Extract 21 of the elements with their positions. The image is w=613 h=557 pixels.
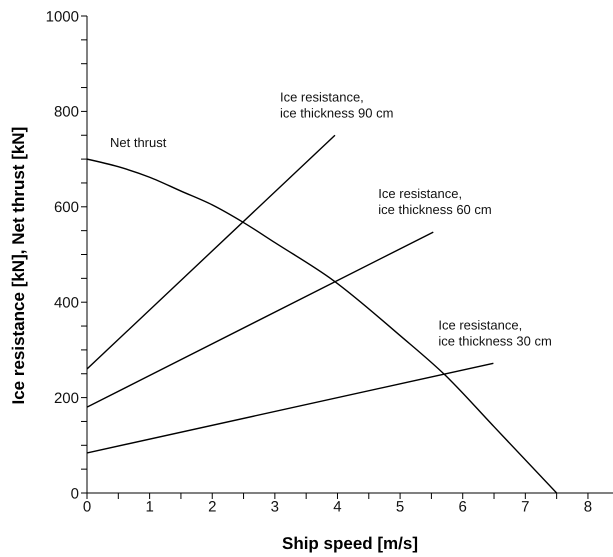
series-label: Net thrust (110, 135, 167, 150)
y-tick-label: 1000 (46, 8, 79, 26)
y-tick-label: 800 (54, 104, 79, 121)
text: Ice resistance, ice thickness 30 cm (438, 317, 552, 348)
x-tick-label: 0 (82, 498, 92, 516)
x-tick-label: 5 (396, 498, 404, 516)
x-tick-label: 2 (208, 498, 216, 516)
y-axis-title: Ice resistance [kN], Net thrust [kN] (9, 126, 28, 404)
x-tick-label: 8 (584, 498, 592, 516)
x-tick-label: 4 (333, 498, 342, 516)
text: Ice resistance, ice thickness 90 cm (280, 89, 394, 120)
y-tick-label: 200 (54, 390, 79, 407)
x-tick-label: 7 (521, 498, 530, 516)
x-axis-title: Ship speed [m/s] (282, 534, 418, 553)
y-tick-label: 0 (70, 485, 79, 502)
text: Ice resistance, ice thickness 60 cm (378, 186, 492, 218)
y-tick-label: 600 (54, 199, 79, 216)
y-tick-label: 400 (54, 294, 79, 312)
x-tick-label: 1 (145, 498, 154, 516)
x-tick-label: 3 (270, 498, 280, 516)
x-tick-label: 6 (458, 498, 467, 516)
